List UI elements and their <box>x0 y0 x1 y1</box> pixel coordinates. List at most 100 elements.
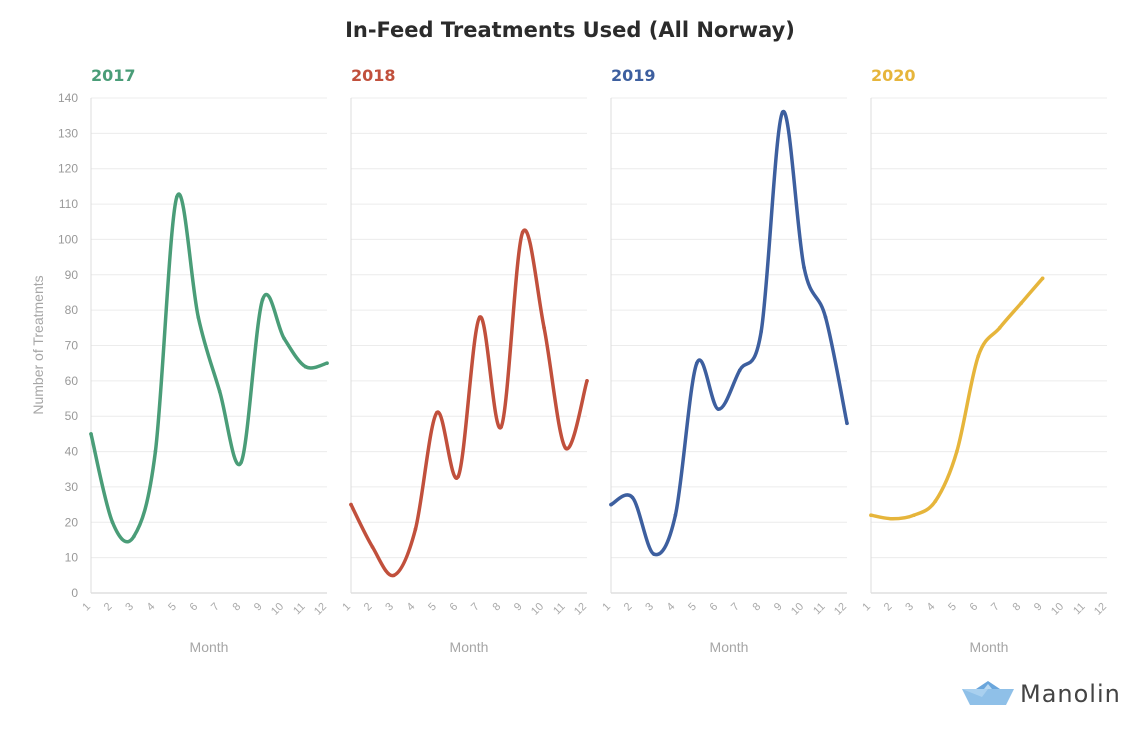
data-point <box>435 410 439 415</box>
panel-title: 2019 <box>611 66 656 85</box>
x-axis-label: Month <box>450 639 489 655</box>
data-point <box>823 315 828 320</box>
y-tick-label: 90 <box>65 268 79 282</box>
data-point <box>630 495 635 500</box>
data-point <box>955 449 959 454</box>
x-tick-label: 7 <box>209 601 222 614</box>
data-point <box>153 449 158 454</box>
x-tick-label: 10 <box>789 601 806 618</box>
data-point <box>413 527 418 532</box>
x-tick-label: 11 <box>291 601 308 618</box>
data-point <box>673 513 678 518</box>
x-tick-label: 9 <box>512 601 525 614</box>
data-point <box>976 354 981 358</box>
data-point <box>933 499 938 503</box>
x-tick-label: 2 <box>882 601 895 614</box>
x-tick-label: 5 <box>166 601 179 614</box>
series-line-2017 <box>89 192 329 544</box>
data-point <box>802 265 806 270</box>
x-tick-label: 11 <box>1071 601 1088 618</box>
x-tick-label: 3 <box>643 601 656 614</box>
x-tick-label: 5 <box>686 601 699 614</box>
data-point <box>392 573 396 578</box>
data-point <box>1019 301 1023 305</box>
x-axis-label: Month <box>710 639 749 655</box>
data-point <box>869 513 873 518</box>
x-tick-label: 10 <box>269 601 286 618</box>
series-line-2018 <box>349 228 589 578</box>
y-tick-label: 140 <box>58 91 78 105</box>
x-tick-label: 7 <box>989 601 1002 614</box>
x-axis-label: Month <box>190 639 229 655</box>
x-tick-label: 8 <box>230 601 243 614</box>
paper-boat-icon <box>962 681 1014 705</box>
x-tick-label: 8 <box>490 601 503 614</box>
x-tick-label: 5 <box>946 601 959 614</box>
y-tick-label: 0 <box>71 586 78 600</box>
x-tick-label: 6 <box>448 601 461 614</box>
x-tick-label: 5 <box>426 601 439 614</box>
data-point <box>370 545 375 549</box>
x-tick-label: 8 <box>1010 601 1023 614</box>
x-tick-label: 2 <box>362 601 375 614</box>
x-tick-label: 9 <box>772 601 785 614</box>
x-tick-label: 11 <box>551 601 568 618</box>
data-point <box>303 364 308 369</box>
y-axis: 0 10 20 30 40 50 60 70 80 90 100 110 120 130 140 <box>58 91 78 600</box>
y-tick-label: 130 <box>58 126 78 140</box>
data-point <box>585 379 589 383</box>
data-point <box>110 520 115 525</box>
x-tick-label: 9 <box>252 601 265 614</box>
x-tick-label: 11 <box>811 601 828 618</box>
x-tick-label: 1 <box>600 601 613 614</box>
panel-title: 2018 <box>351 66 396 85</box>
data-point <box>325 361 329 365</box>
series-line-2019 <box>609 110 849 557</box>
data-point <box>912 513 916 518</box>
data-point <box>997 326 1002 330</box>
y-tick-label: 40 <box>65 445 79 459</box>
y-tick-label: 30 <box>65 480 79 494</box>
x-tick-label: 9 <box>1032 601 1045 614</box>
x-tick-label: 1 <box>860 601 873 614</box>
y-tick-label: 120 <box>58 162 78 176</box>
y-tick-label: 110 <box>59 197 78 211</box>
x-tick-label: 10 <box>1049 601 1066 618</box>
data-point <box>652 552 656 556</box>
data-point <box>89 432 93 436</box>
manolin-logo: Manolin <box>962 680 1121 708</box>
x-tick-label: 12 <box>832 601 849 618</box>
data-point <box>217 389 222 394</box>
data-point <box>737 368 742 373</box>
data-point <box>175 195 179 199</box>
panel-title: 2020 <box>871 66 916 85</box>
y-tick-label: 20 <box>65 515 79 529</box>
x-tick-label: 6 <box>708 601 721 614</box>
x-tick-label: 3 <box>383 601 396 614</box>
y-tick-label: 100 <box>58 232 78 246</box>
y-tick-label: 10 <box>65 551 79 565</box>
data-point <box>282 336 286 341</box>
x-tick-label: 4 <box>665 601 678 614</box>
data-point <box>563 446 568 450</box>
data-point <box>349 502 353 507</box>
data-point <box>239 460 243 464</box>
data-point <box>890 516 895 521</box>
x-tick-label: 2 <box>102 601 115 614</box>
data-point <box>260 297 265 302</box>
x-axis-label: Month <box>970 639 1009 655</box>
x-tick-label: 12 <box>312 601 329 618</box>
x-tick-label: 6 <box>968 601 981 614</box>
x-tick-label: 1 <box>340 601 353 614</box>
x-tick-label: 12 <box>572 601 589 618</box>
data-point <box>1040 276 1045 281</box>
x-tick-label: 4 <box>925 601 938 614</box>
y-tick-label: 50 <box>65 409 79 423</box>
x-tick-label: 1 <box>80 601 93 614</box>
x-tick-label: 6 <box>188 601 201 614</box>
data-point <box>477 315 482 320</box>
